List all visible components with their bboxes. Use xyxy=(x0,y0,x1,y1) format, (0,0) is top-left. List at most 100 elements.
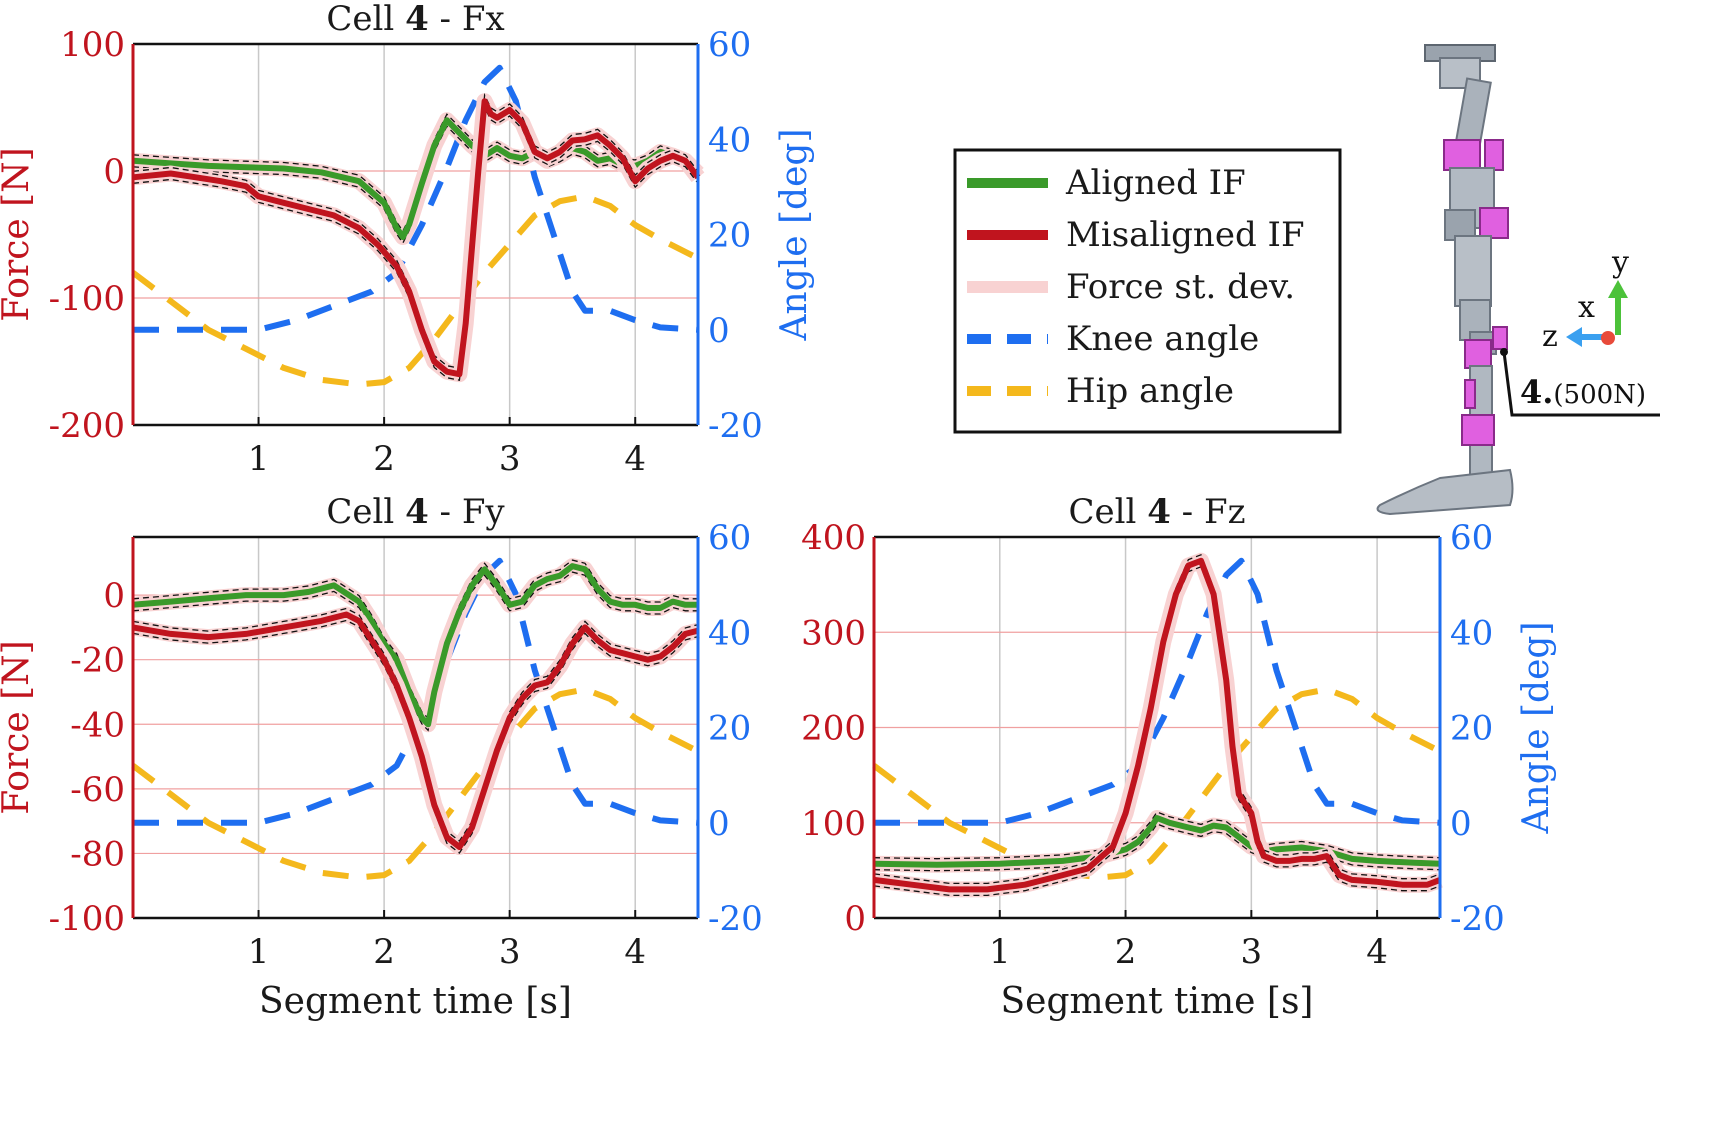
y-tick-label-left: 100 xyxy=(801,804,866,844)
y-tick-label-left: -60 xyxy=(70,770,125,810)
cell-callout-load: (500N) xyxy=(1553,380,1646,410)
y-tick-label-left: 0 xyxy=(103,576,125,616)
x-axis-label: Segment time [s] xyxy=(259,981,572,1022)
y-tick-label-left: -40 xyxy=(70,705,125,745)
x-tick-label: 1 xyxy=(989,932,1011,972)
y-tick-label-left: 100 xyxy=(60,25,125,65)
series-line-hip xyxy=(872,686,1442,881)
y-tick-label-right: 40 xyxy=(1450,613,1493,653)
x-axis-label: x xyxy=(1578,290,1595,325)
chart-title-cell: 4 xyxy=(405,492,429,532)
y-tick-label-left: 200 xyxy=(801,709,866,749)
series-stdev-lower-aligned xyxy=(132,125,699,245)
chart-title: Cell 4 - Fz xyxy=(1069,492,1246,532)
y-tick-label-right: -20 xyxy=(708,406,763,446)
load-cell-5-icon xyxy=(1464,339,1492,369)
chart-title-suffix: - Fx xyxy=(429,0,505,39)
y-tick-label-right: 20 xyxy=(708,709,751,749)
y-tick-label-left: -100 xyxy=(49,279,125,319)
x-axis-label: Segment time [s] xyxy=(1001,981,1314,1022)
series-stdev-upper-aligned xyxy=(873,811,1441,860)
y-tick-label-right: -20 xyxy=(1450,899,1505,939)
y-tick-label-left: -80 xyxy=(70,834,125,874)
foot-icon xyxy=(1376,468,1514,516)
y-axis-label-right: Angle [deg] xyxy=(1516,622,1557,835)
y-tick-label-left: 300 xyxy=(801,613,866,653)
y-tick-label-right: 60 xyxy=(1450,518,1493,558)
x-tick-label: 4 xyxy=(624,932,646,972)
chart-title-prefix: Cell xyxy=(326,0,405,39)
y-tick-label-right: 0 xyxy=(708,311,730,351)
chart-title-suffix: - Fy xyxy=(429,492,506,532)
series-line-misaligned xyxy=(132,611,699,850)
cell-callout: 4.(500N) xyxy=(1520,373,1646,411)
series-line-aligned xyxy=(132,563,698,728)
y-tick-label-left: 400 xyxy=(801,518,866,558)
y-axis-label: y xyxy=(1611,245,1629,280)
series-line-misaligned xyxy=(873,557,1442,893)
y-tick-label-left: -200 xyxy=(49,406,125,446)
load-cell-4-icon xyxy=(1492,326,1508,350)
x-axis-dot xyxy=(1601,331,1615,345)
y-tick-label-right: 20 xyxy=(1450,709,1493,749)
chart-title: Cell 4 - Fy xyxy=(326,492,505,532)
legend-item-hip: Hip angle xyxy=(967,371,1234,411)
legend-label: Knee angle xyxy=(1066,319,1259,359)
y-axis-label-left: Force [N] xyxy=(0,640,37,814)
x-tick-label: 1 xyxy=(248,439,270,479)
callout-line xyxy=(1502,351,1660,417)
x-tick-label: 2 xyxy=(1115,932,1137,972)
series-line-knee xyxy=(874,557,1441,826)
chart-title-cell: 4 xyxy=(405,0,429,39)
y-axis-label-left: Force [N] xyxy=(0,147,37,321)
y-tick-label-left: -100 xyxy=(49,899,125,939)
chart-title-suffix: - Fz xyxy=(1171,492,1246,532)
cell-callout-number: 4. xyxy=(1520,373,1553,411)
x-tick-label: 3 xyxy=(1241,932,1263,972)
prosthetic-leg-render: 4.(500N) y x z xyxy=(1376,44,1660,516)
x-tick-label: 3 xyxy=(499,932,521,972)
y-tick-label-right: 0 xyxy=(1450,804,1472,844)
x-tick-label: 2 xyxy=(373,932,395,972)
y-axis-label-right: Angle [deg] xyxy=(774,129,815,342)
load-cell-2-icon xyxy=(1484,139,1504,171)
knee-joint-icon xyxy=(1454,235,1492,307)
z-axis-label: z xyxy=(1542,319,1558,354)
series-stdev-lower-aligned xyxy=(132,571,698,732)
chart-title-prefix: Cell xyxy=(326,492,405,532)
x-tick-label: 1 xyxy=(248,932,270,972)
chart-fy: 1 2 3 4 -100 -80 -60 -40 -20 0 -20 0 20 40 60 Cell 4 - … xyxy=(0,492,763,1022)
y-tick-label-left: -20 xyxy=(70,641,125,681)
y-tick-label-right: 60 xyxy=(708,25,751,65)
legend-item-stdev: Force st. dev. xyxy=(967,267,1295,307)
legend-items: Aligned IF Misaligned IF Force st. dev. Kne… xyxy=(967,163,1305,411)
x-tick-label: 2 xyxy=(373,439,395,479)
legend-label: Misaligned IF xyxy=(1066,215,1305,255)
x-tick-label: 3 xyxy=(499,439,521,479)
series-stdev-upper-aligned xyxy=(132,113,699,233)
load-cell-7-icon xyxy=(1461,414,1495,446)
y-tick-label-left: 0 xyxy=(844,899,866,939)
coordinate-axes-icon: y x z xyxy=(1542,245,1629,354)
y-arrow-head xyxy=(1608,280,1628,298)
load-cell-1-icon xyxy=(1443,139,1481,171)
chart-title: Cell 4 - Fx xyxy=(326,0,504,39)
legend-label: Aligned IF xyxy=(1065,163,1246,203)
load-cell-6-icon xyxy=(1464,379,1476,409)
legend-label: Force st. dev. xyxy=(1066,267,1295,307)
x-tick-label: 4 xyxy=(624,439,646,479)
y-tick-label-right: 0 xyxy=(708,804,730,844)
load-cell-3-icon xyxy=(1479,207,1509,239)
series-line-hip xyxy=(131,193,700,388)
x-tick-label: 4 xyxy=(1366,932,1388,972)
legend-label: Hip angle xyxy=(1066,371,1234,411)
y-tick-label-right: 40 xyxy=(708,120,751,160)
y-tick-label-right: -20 xyxy=(708,899,763,939)
legend: Aligned IF Misaligned IF Force st. dev. Kne… xyxy=(953,148,1342,434)
y-tick-label-right: 40 xyxy=(708,613,751,653)
z-arrow-head xyxy=(1566,327,1582,347)
